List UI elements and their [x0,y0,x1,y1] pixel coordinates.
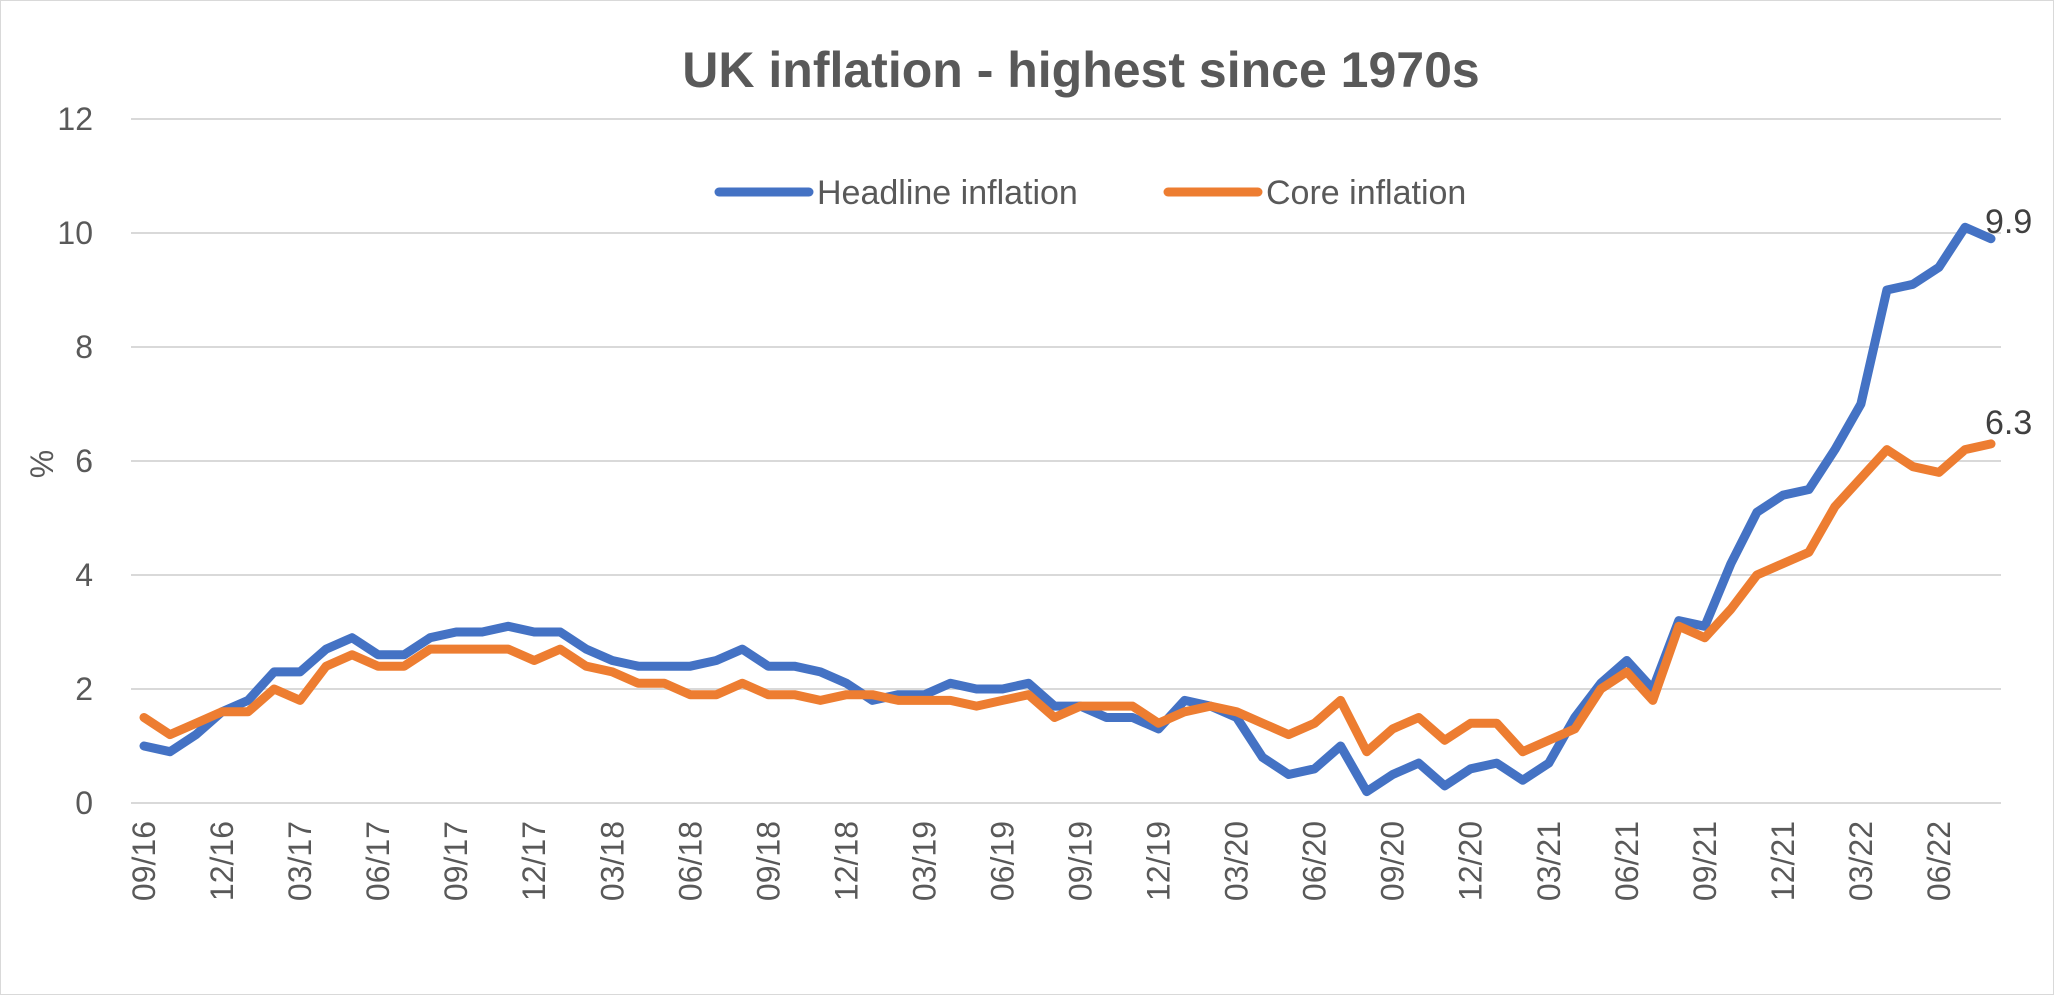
gridlines [131,118,2001,804]
x-tick-label: 12/16 [204,821,240,901]
y-tick-label: 10 [57,215,93,251]
x-tick-label: 09/21 [1687,821,1723,901]
x-tick-label: 06/22 [1921,821,1957,901]
x-tick-label: 09/17 [438,821,474,901]
core-end-label: 6.3 [1985,404,2032,442]
x-tick-label: 12/18 [828,821,864,901]
chart-title: UK inflation - highest since 1970s [682,42,1479,98]
x-tick-label: 03/18 [594,821,630,901]
y-axis-ticks: 0 2 4 6 8 10 12 [57,101,93,821]
x-tick-label: 03/20 [1219,821,1255,901]
series-line-headline [139,222,1996,797]
x-tick-label: 06/21 [1609,821,1645,901]
x-tick-label: 06/20 [1297,821,1333,901]
x-tick-label: 09/19 [1063,821,1099,901]
x-tick-label: 06/19 [984,821,1020,901]
y-tick-label: 8 [75,329,93,365]
legend-label-headline: Headline inflation [817,174,1078,212]
y-tick-label: 6 [75,443,93,479]
x-tick-label: 03/19 [906,821,942,901]
series-lines [139,222,1996,797]
x-tick-label: 03/21 [1531,821,1567,901]
x-tick-label: 12/20 [1453,821,1489,901]
x-tick-label: 06/17 [360,821,396,901]
y-tick-label: 2 [75,671,93,707]
x-tick-label: 03/17 [282,821,318,901]
x-tick-label: 09/20 [1375,821,1411,901]
legend: Headline inflation Core inflation [714,174,1466,212]
x-tick-label: 09/16 [126,821,162,901]
x-tick-label: 09/18 [750,821,786,901]
y-tick-label: 0 [75,785,93,821]
legend-label-core: Core inflation [1266,174,1466,212]
x-tick-label: 12/17 [516,821,552,901]
x-axis-ticks: 09/16 12/16 03/17 06/17 09/17 12/17 03/18 06/18… [126,821,1957,901]
headline-end-label: 9.9 [1985,203,2032,241]
y-tick-label: 4 [75,557,93,593]
x-tick-label: 06/18 [672,821,708,901]
x-tick-label: 03/22 [1843,821,1879,901]
y-tick-label: 12 [57,101,93,137]
x-tick-label: 12/21 [1765,821,1801,901]
x-tick-label: 12/19 [1141,821,1177,901]
y-axis-label: % [24,450,60,478]
series-line-core [139,439,1996,757]
